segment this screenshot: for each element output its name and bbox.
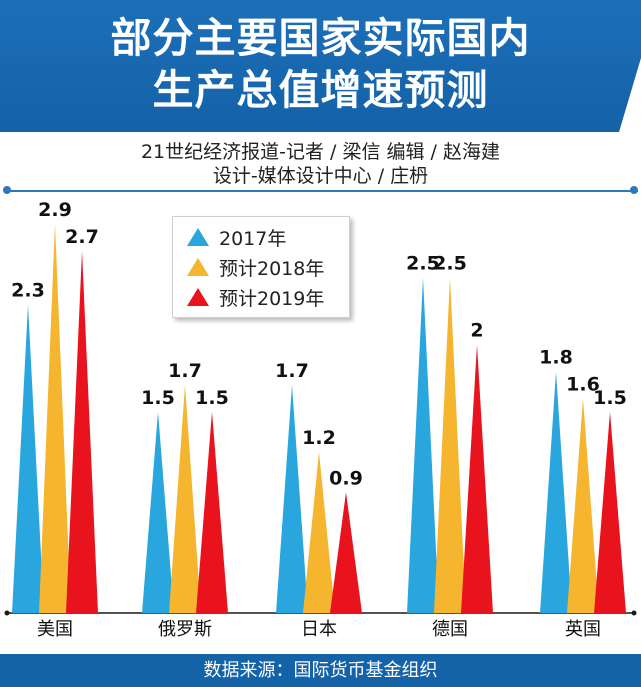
bar-3-1	[434, 277, 466, 613]
bar-0-0	[12, 304, 44, 613]
value-label-4-1: 1.6	[566, 373, 600, 395]
value-label-1-0: 1.5	[141, 387, 175, 409]
bar-2-0	[276, 384, 308, 613]
legend-label-2017: 2017年	[219, 227, 287, 250]
bar-3-0	[407, 277, 439, 613]
value-label-3-1: 2.5	[433, 253, 467, 275]
value-label-4-0: 1.8	[539, 347, 573, 369]
legend-entry-2018: 预计2018年	[187, 253, 324, 281]
category-label-3: 德国	[432, 619, 468, 640]
bar-4-1	[567, 398, 599, 613]
banner-notch	[619, 58, 641, 132]
divider-dot-right	[630, 186, 638, 194]
bar-3-2	[461, 344, 493, 613]
bar-1-0	[142, 411, 174, 613]
bar-2-2	[330, 492, 362, 613]
bar-4-0	[540, 371, 572, 613]
value-label-0-1: 2.9	[38, 199, 72, 221]
value-label-2-2: 0.9	[329, 467, 363, 489]
bar-1-2	[196, 411, 228, 613]
value-label-3-2: 2	[470, 320, 483, 342]
chart-legend: 2017年 预计2018年 预计2019年	[172, 216, 350, 318]
value-label-1-1: 1.7	[168, 360, 202, 382]
x-axis-dot-left	[4, 610, 10, 616]
legend-swatch-2018	[187, 258, 209, 276]
legend-entry-2017: 2017年	[187, 223, 286, 251]
bar-0-1	[39, 224, 71, 613]
category-label-2: 日本	[301, 619, 337, 640]
legend-label-2019: 预计2019年	[219, 287, 325, 310]
value-label-3-0: 2.5	[406, 253, 440, 275]
bar-1-1	[169, 384, 201, 613]
bar-2-1	[303, 452, 335, 613]
value-label-2-1: 1.2	[302, 427, 336, 449]
value-label-1-2: 1.5	[195, 387, 229, 409]
legend-entry-2019: 预计2019年	[187, 283, 324, 311]
bar-0-2	[66, 250, 98, 614]
title-banner	[0, 0, 641, 132]
credits-reporter-editor: 21世纪经济报道-记者 / 梁信 编辑 / 赵海建	[140, 141, 501, 163]
bar-4-2	[594, 411, 626, 613]
page-title-line2: 生产总值增速预测	[152, 66, 489, 114]
category-label-1: 俄罗斯	[158, 619, 212, 640]
value-label-0-2: 2.7	[65, 226, 99, 248]
x-axis-dot-right	[631, 610, 637, 616]
page-title-line1: 部分主要国家实际国内	[110, 14, 531, 62]
category-label-0: 美国	[37, 619, 73, 640]
category-label-4: 英国	[565, 619, 601, 640]
legend-swatch-2017	[187, 228, 209, 246]
credits-designer: 设计-媒体设计中心 / 庄枬	[212, 165, 429, 187]
value-label-2-0: 1.7	[275, 360, 309, 382]
value-label-0-0: 2.3	[11, 279, 45, 301]
data-source-footer: 数据来源：国际货币基金组织	[0, 654, 641, 687]
value-label-4-2: 1.5	[593, 387, 627, 409]
divider-dot-left	[3, 186, 11, 194]
legend-label-2018: 预计2018年	[219, 257, 325, 280]
top-divider	[6, 190, 638, 192]
legend-swatch-2019	[187, 288, 209, 306]
